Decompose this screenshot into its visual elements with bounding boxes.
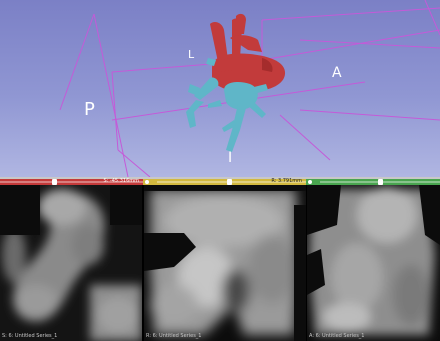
yellow-slice-controller[interactable]: R: 3.791mm: [143, 178, 306, 185]
red-slice-view[interactable]: S: 6: Untitled Series_1: [0, 185, 142, 341]
vessel-red: [210, 13, 286, 92]
slice-caption: S: 6: Untitled Series_1: [2, 333, 58, 339]
green-slice-view[interactable]: A: 6: Untitled Series_1: [307, 185, 440, 341]
yellow-slice-view[interactable]: R: 6: Untitled Series_1: [144, 185, 306, 341]
slice-offset-slider[interactable]: [378, 179, 383, 185]
slice-image: [0, 185, 142, 341]
orientation-label-p: P: [84, 99, 95, 120]
pin-icon[interactable]: [308, 180, 312, 184]
slice-offset-track: [0, 181, 143, 183]
slice-offset-slider[interactable]: [52, 179, 57, 185]
view-splitter[interactable]: [0, 177, 440, 179]
orientation-label-l: L: [188, 48, 195, 61]
vessel-cyan: [186, 58, 268, 152]
orientation-label-i: I: [228, 150, 233, 166]
3d-scene: [59, 0, 440, 177]
3d-view[interactable]: L A P I: [0, 0, 440, 177]
slice-image: [144, 185, 306, 341]
pin-icon[interactable]: [145, 180, 149, 184]
slice-offset-slider[interactable]: [227, 179, 232, 185]
slice-offset-readout: R: 3.791mm: [271, 178, 302, 184]
green-slice-controller[interactable]: [306, 179, 440, 185]
red-slice-controller[interactable]: S: -45.316mm: [0, 178, 143, 185]
slice-caption: R: 6: Untitled Series_1: [146, 333, 202, 339]
slice-offset-readout: S: -45.316mm: [103, 178, 140, 184]
slice-image: [307, 185, 440, 341]
orientation-label-a: A: [332, 65, 342, 81]
slice-caption: A: 6: Untitled Series_1: [309, 333, 365, 339]
